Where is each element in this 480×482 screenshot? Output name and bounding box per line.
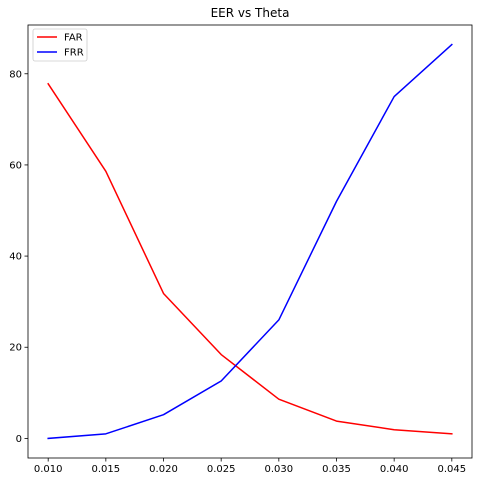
legend-label-frr: FRR	[64, 48, 84, 59]
x-tick-label: 0.030	[265, 464, 294, 475]
chart-title: EER vs Theta	[211, 6, 290, 20]
y-tick-label: 80	[9, 69, 22, 80]
y-tick-label: 0	[16, 434, 22, 445]
legend: FAR FRR	[33, 29, 87, 61]
y-tick-label: 40	[9, 252, 22, 263]
y-tick-label: 20	[9, 343, 22, 354]
x-tick-label: 0.040	[380, 464, 409, 475]
x-tick-label: 0.035	[322, 464, 351, 475]
y-tick-label: 60	[9, 160, 22, 171]
x-tick-label: 0.015	[92, 464, 121, 475]
legend-label-far: FAR	[64, 33, 83, 44]
x-tick-label: 0.020	[149, 464, 178, 475]
x-tick-label: 0.025	[207, 464, 236, 475]
x-tick-label: 0.010	[34, 464, 63, 475]
x-tick-label: 0.045	[437, 464, 466, 475]
